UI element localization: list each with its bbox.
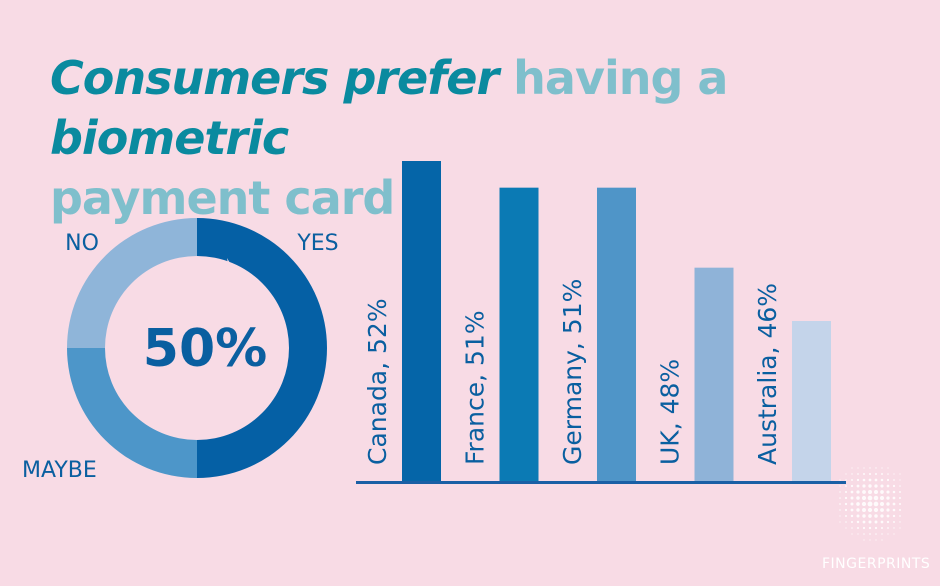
bar-germany xyxy=(597,187,636,481)
donut-slice-no xyxy=(67,218,197,348)
donut-label-no: NO xyxy=(65,231,99,256)
bar-australia xyxy=(792,321,831,481)
donut-label-yes: YES xyxy=(296,231,338,256)
donut-slice-maybe xyxy=(67,348,197,478)
headline-light-1: having a xyxy=(498,51,728,105)
bar-label-canada: Canada, 52% xyxy=(363,298,392,465)
donut-slice-yes xyxy=(197,218,327,478)
bar-canada xyxy=(402,161,441,481)
donut-chart: 50% YES MAYBE NO xyxy=(22,218,339,483)
donut-pointer-notch xyxy=(227,258,249,296)
bar-label-uk: UK, 48% xyxy=(656,359,685,465)
brand-logo-text: FINGERPRINTS xyxy=(822,556,931,572)
headline-emphasis-1: Consumers prefer xyxy=(50,51,499,105)
donut-label-maybe: MAYBE xyxy=(22,458,97,483)
headline: Consumers prefer having a biometric payme… xyxy=(50,48,910,228)
headline-light-2: payment card xyxy=(50,171,395,225)
bar-france xyxy=(499,187,539,481)
donut-center-label: 50% xyxy=(143,319,267,379)
bar-label-france: France, 51% xyxy=(461,310,490,465)
bar-chart: Canada, 52% France, 51% Germany, 51% UK, 48… xyxy=(356,161,846,484)
bar-label-germany: Germany, 51% xyxy=(558,279,587,465)
headline-emphasis-2: biometric xyxy=(50,111,289,165)
fingerprint-dots-icon xyxy=(839,467,902,541)
bar-label-australia: Australia, 46% xyxy=(753,283,782,465)
bar-uk xyxy=(694,267,734,481)
